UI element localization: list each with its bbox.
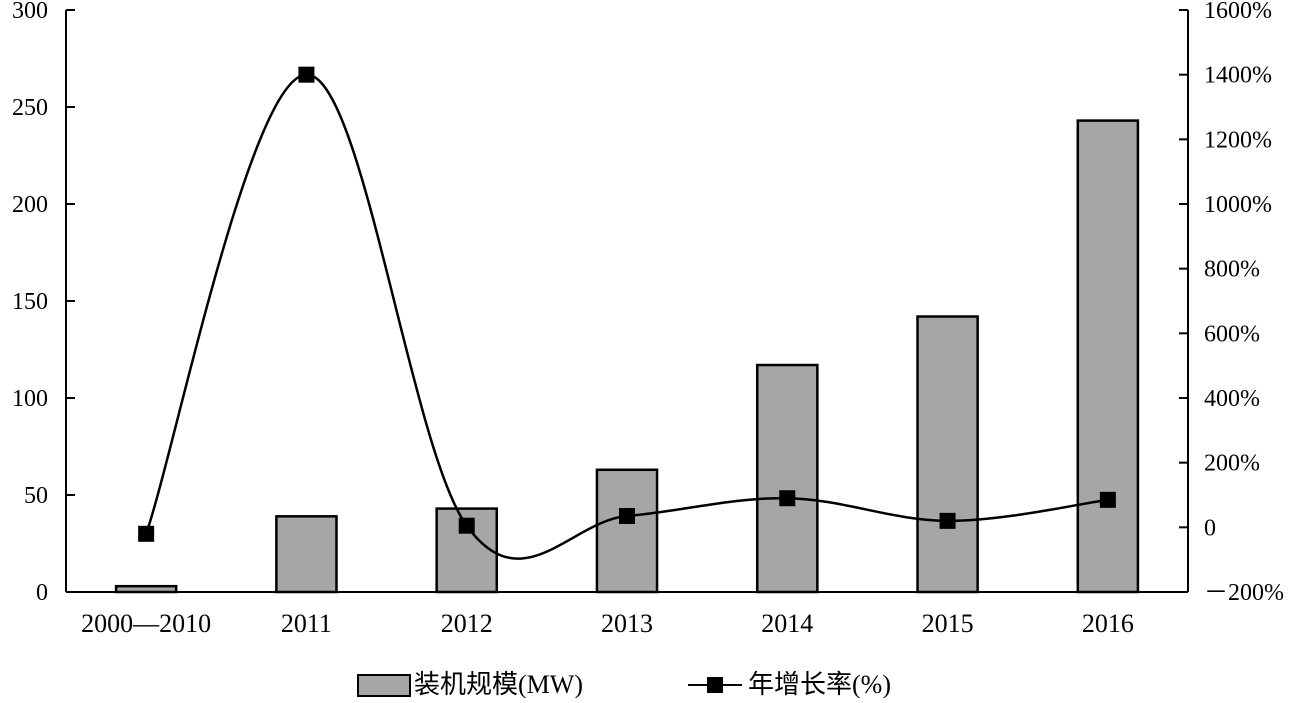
y-left-tick-label: 150: [12, 289, 48, 315]
growth-rate-line: [144, 73, 1109, 560]
bar: [916, 315, 979, 594]
y-right-tick-label: 800%: [1204, 257, 1260, 283]
bar: [755, 363, 819, 594]
x-tick-label: 2012: [441, 609, 493, 638]
bar: [1076, 119, 1140, 594]
line-marker: [779, 490, 796, 507]
y-right-tick-label: 600%: [1204, 321, 1260, 347]
line-marker: [458, 517, 475, 534]
legend-line-marker: [707, 677, 723, 693]
y-left-tick-label: 200: [12, 192, 48, 218]
legend-line-label: 年增长率(%): [748, 670, 891, 698]
x-tick-label: 2016: [1082, 609, 1134, 638]
bar-series: [114, 119, 1140, 594]
x-tick-label: 2000—2010: [81, 609, 211, 638]
y-right-tick-label: －200%: [1204, 580, 1284, 606]
x-tick-label: 2011: [281, 609, 332, 638]
tick-labels: 0 50 100 150 200 250 300 －200% 0 200% 400% 600% 800%…: [12, 0, 1284, 638]
line-marker: [939, 512, 956, 529]
x-tick-label: 2014: [761, 609, 813, 638]
y-right-tick-label: 1400%: [1204, 63, 1272, 89]
bar: [595, 468, 659, 594]
x-tick-label: 2013: [601, 609, 653, 638]
x-tick-label: 2015: [922, 609, 974, 638]
line-marker: [1099, 491, 1116, 508]
y-right-tick-label: 400%: [1204, 386, 1260, 412]
y-left-tick-label: 0: [36, 580, 48, 606]
legend-bar-swatch: [357, 674, 411, 697]
bar: [114, 584, 178, 594]
y-right-tick-label: 1000%: [1204, 192, 1272, 218]
y-left-tick-label: 300: [12, 0, 48, 24]
y-right-tick-label: 1200%: [1204, 127, 1272, 153]
line-marker: [619, 508, 635, 525]
y-right-tick-label: 0: [1204, 515, 1216, 541]
legend: 装机规模(MW) 年增长率(%): [357, 670, 891, 699]
line-marker: [138, 525, 155, 542]
bar: [275, 515, 338, 594]
legend-bar-label: 装机规模(MW): [414, 670, 583, 698]
line-marker: [298, 66, 315, 83]
y-left-tick-label: 100: [12, 386, 48, 412]
y-left-tick-label: 50: [24, 483, 48, 509]
y-right-tick-label: 1600%: [1204, 0, 1272, 24]
y-left-tick-label: 250: [12, 95, 48, 121]
y-right-tick-label: 200%: [1204, 451, 1260, 477]
line-series: [138, 66, 1116, 560]
